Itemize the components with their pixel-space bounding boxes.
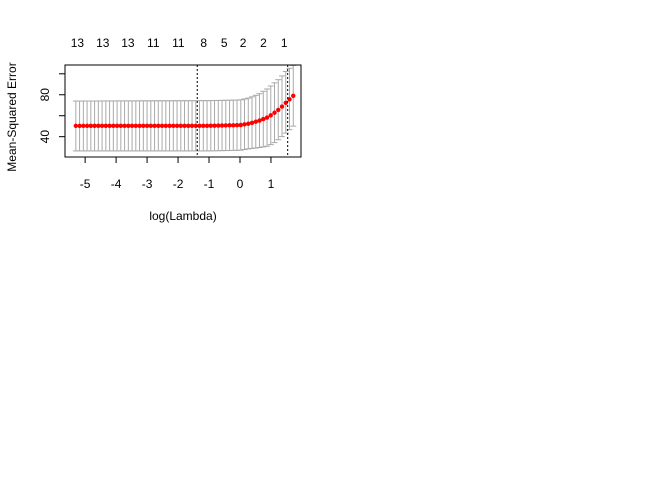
x-tick-label: 0 (237, 177, 244, 191)
mean-point (283, 100, 288, 105)
mean-point (189, 123, 195, 128)
mean-point (174, 123, 180, 128)
mean-point (182, 123, 187, 128)
x-axis-label: log(Lambda) (149, 209, 216, 223)
top-axis-label: 2 (240, 36, 247, 50)
top-axis-label: 2 (260, 36, 267, 50)
mean-point (133, 123, 139, 129)
top-axis-label: 8 (200, 36, 207, 50)
mean-point (73, 123, 79, 129)
top-axis-label: 13 (71, 36, 85, 50)
mean-point (276, 107, 281, 113)
top-axis-label: 13 (121, 36, 135, 50)
mean-point (249, 120, 255, 126)
mean-point (84, 123, 90, 129)
mean-point (212, 123, 217, 128)
mean-point (197, 123, 202, 128)
y-tick-label: 80 (38, 88, 52, 102)
mean-point (156, 123, 161, 129)
x-tick-label: 1 (268, 177, 275, 191)
mean-point (137, 123, 142, 129)
mean-point (268, 113, 273, 118)
mean-point (219, 123, 225, 128)
mean-point (246, 121, 251, 126)
y-tick-label: 40 (38, 130, 52, 144)
mean-point (167, 123, 172, 129)
top-axis-label: 5 (221, 36, 228, 50)
mean-point (81, 123, 86, 129)
mean-point (171, 123, 176, 129)
mean-point (96, 123, 101, 129)
mean-point (261, 116, 266, 122)
x-tick-label: -1 (204, 177, 215, 191)
mean-point (186, 123, 191, 128)
x-tick-label: -5 (80, 177, 91, 191)
mean-point (201, 123, 206, 128)
mean-point (118, 123, 124, 129)
mean-point (231, 123, 236, 128)
mean-point (242, 122, 247, 127)
mean-points (73, 93, 296, 129)
top-axis-label: 11 (147, 36, 160, 50)
mean-point (99, 123, 105, 129)
mean-point (257, 118, 262, 123)
lambda-lines (196, 65, 289, 157)
mean-point (204, 123, 210, 128)
mean-point (163, 123, 169, 129)
mean-point (208, 123, 213, 128)
mean-point (129, 123, 135, 129)
error-bars (72, 64, 297, 152)
mean-point (88, 123, 94, 129)
mean-point (291, 93, 296, 99)
mean-point (159, 123, 165, 129)
x-tick-label: -3 (142, 177, 153, 191)
mean-point (264, 115, 270, 120)
mean-point (223, 123, 228, 128)
mean-point (77, 123, 82, 129)
mean-point (287, 97, 292, 102)
top-axis-label: 1 (281, 36, 288, 50)
mean-point (227, 123, 232, 128)
mean-point (107, 123, 112, 129)
x-tick-label: -2 (173, 177, 184, 191)
top-axis-label: 13 (96, 36, 110, 50)
mean-point (272, 110, 277, 115)
mean-point (238, 122, 243, 128)
mean-point (216, 123, 221, 128)
y-axis-label: Mean-Squared Error (5, 62, 19, 171)
mean-point (279, 104, 285, 109)
mean-point (122, 123, 127, 129)
mean-point (141, 123, 146, 129)
x-tick-label: -4 (111, 177, 122, 191)
mean-point (144, 123, 150, 129)
mean-point (253, 119, 258, 124)
mean-point (152, 123, 157, 129)
mean-point (148, 123, 154, 129)
mean-point (126, 123, 131, 129)
mean-point (234, 123, 240, 128)
mean-point (92, 123, 97, 129)
top-axis-label: 11 (172, 36, 185, 50)
mean-point (103, 123, 109, 129)
mean-point (178, 123, 183, 128)
plot-frame (64, 64, 302, 158)
mean-point (111, 123, 116, 129)
mean-point (114, 123, 120, 129)
